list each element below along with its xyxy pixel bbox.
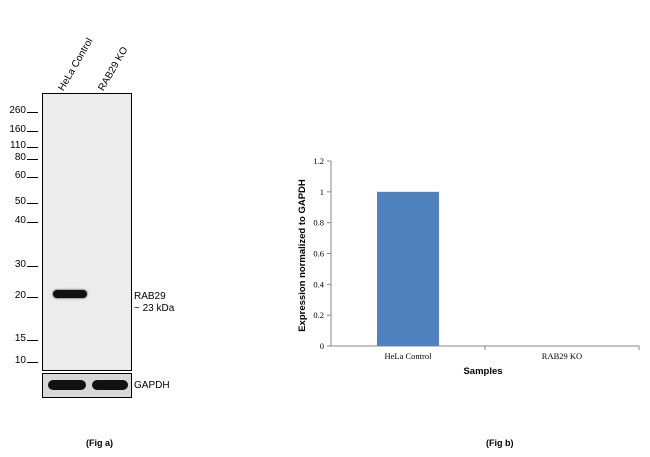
y-tick-label: 0 — [320, 341, 324, 351]
fig-a-caption: (Fig a) — [86, 438, 113, 448]
y-tick-label: 1.2 — [313, 156, 324, 166]
rab29-band-name: RAB29 — [134, 291, 166, 302]
mw-marker-30: 30 — [14, 259, 26, 270]
mw-tick-15 — [27, 340, 38, 341]
y-tick-label: 0.2 — [313, 310, 324, 320]
mw-marker-60: 60 — [14, 170, 26, 181]
mw-tick-50 — [27, 203, 38, 204]
mw-marker-20: 20 — [14, 290, 26, 301]
blot-gapdh-panel — [42, 373, 132, 398]
y-tick-label: 1 — [320, 187, 324, 197]
y-tick-label: 0.4 — [313, 279, 324, 289]
y-tick-label: 0.6 — [313, 249, 324, 259]
mw-marker-50: 50 — [14, 196, 26, 207]
mw-marker-160: 160 — [9, 124, 26, 135]
mw-marker-260: 260 — [9, 105, 26, 116]
y-axis-title: Expression normalized to GAPDH — [297, 179, 308, 332]
mw-marker-10: 10 — [14, 355, 26, 366]
mw-tick-60 — [27, 177, 38, 178]
blot-main-panel — [42, 93, 132, 371]
mw-tick-40 — [27, 222, 38, 223]
gapdh-label: GAPDH — [134, 380, 170, 391]
x-tick-label: RAB29 KO — [542, 351, 582, 361]
rab29-band-label: RAB29 ~ 23 kDa — [134, 291, 174, 315]
mw-tick-80 — [27, 159, 38, 160]
fig-b-caption: (Fig b) — [486, 438, 514, 448]
bar-hela-control — [377, 191, 439, 346]
mw-tick-10 — [27, 362, 38, 363]
mw-tick-160 — [27, 131, 38, 132]
gapdh-band-rab29-ko — [92, 380, 128, 390]
mw-tick-20 — [27, 297, 38, 298]
mw-tick-260 — [27, 112, 38, 113]
rab29-band-size: ~ 23 kDa — [134, 303, 175, 314]
mw-marker-80: 80 — [14, 152, 26, 163]
rab29-band — [53, 290, 87, 298]
x-tick-label: HeLa Control — [385, 351, 433, 361]
mw-marker-40: 40 — [14, 215, 26, 226]
mw-marker-110: 110 — [10, 140, 26, 151]
y-tick-label: 0.8 — [313, 218, 324, 228]
mw-tick-30 — [27, 266, 38, 267]
gapdh-band-hela-control — [48, 380, 86, 390]
mw-tick-110 — [27, 147, 38, 148]
x-axis-title: Samples — [463, 366, 502, 377]
mw-marker-15: 15 — [14, 333, 26, 344]
